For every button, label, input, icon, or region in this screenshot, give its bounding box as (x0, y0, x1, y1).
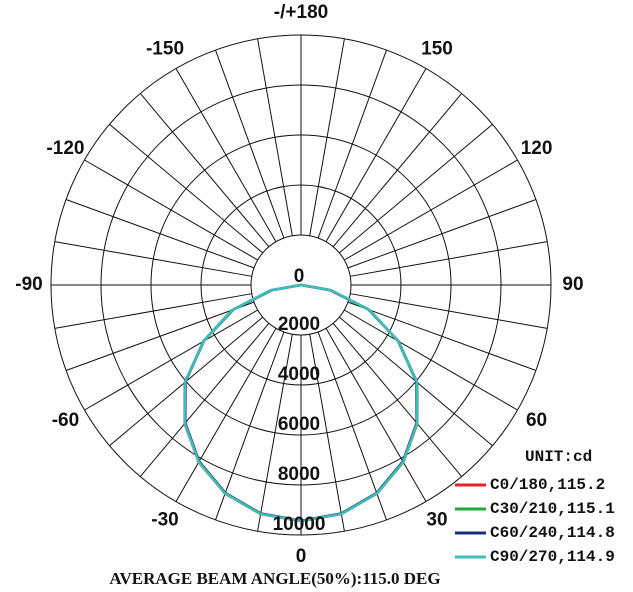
angle-label: -/+180 (274, 2, 328, 23)
ring (250, 234, 352, 336)
footer: AVERAGE BEAM ANGLE(50%):115.0 DEG (109, 569, 440, 588)
angle-label: -30 (151, 510, 178, 531)
ring (150, 134, 452, 436)
legend-label: C30/210,115.1 (490, 500, 615, 518)
angle-label: 150 (421, 38, 453, 59)
ring (50, 34, 552, 536)
legend-label: C0/180,115.2 (490, 476, 605, 494)
r-tick-label: 10000 (273, 514, 326, 535)
legend-label: C90/270,114.9 (490, 548, 615, 566)
angle-label: -60 (52, 410, 79, 431)
angle-label: 120 (521, 138, 553, 159)
angle-label: -120 (46, 138, 84, 159)
legend-label: C60/240,114.8 (490, 524, 615, 542)
curve (183, 283, 419, 523)
angle-label: 60 (526, 410, 547, 431)
r-tick-label: 6000 (278, 414, 320, 435)
angle-label: 0 (296, 546, 307, 567)
angle-label: -90 (15, 274, 42, 295)
angle-label: 30 (426, 510, 447, 531)
ring (200, 184, 402, 386)
r-tick-label: 0 (294, 266, 305, 287)
r-tick-label: 2000 (278, 314, 320, 335)
ring (100, 84, 502, 486)
r-tick-label: 4000 (278, 364, 320, 385)
angle-label: -150 (146, 38, 184, 59)
r-tick-label: 8000 (278, 464, 320, 485)
angle-label: 90 (562, 274, 583, 295)
unit-label: UNIT:cd (525, 448, 592, 466)
